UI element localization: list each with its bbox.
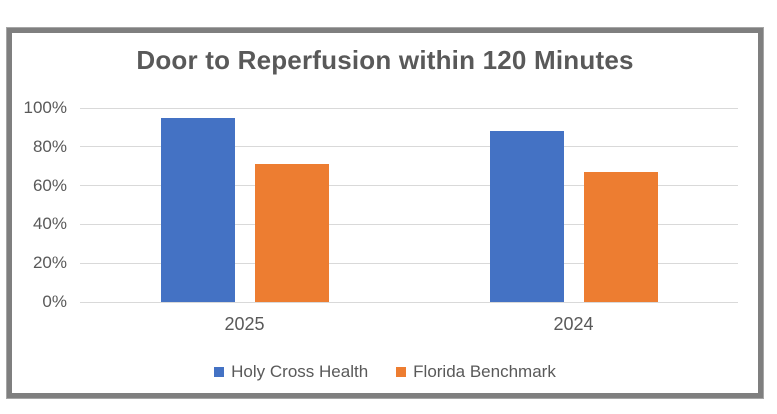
bar-holy-cross-health-2025 [160, 117, 235, 302]
bar-holy-cross-health-2024 [489, 131, 564, 302]
y-tick-label-0: 0% [42, 292, 67, 311]
y-tick-label-40: 40% [32, 214, 67, 234]
gridline-100 [80, 107, 738, 109]
gridline-80 [80, 146, 738, 148]
chart-title: Door to Reperfusion within 120 Minutes [136, 45, 634, 75]
legend-item-florida-benchmark: Florida Benchmark [396, 362, 556, 382]
y-tick-label-100: 100% [23, 98, 67, 117]
plot-area [80, 107, 738, 303]
gridline-20 [80, 262, 738, 264]
legend-item-holy-cross-health: Holy Cross Health [214, 362, 368, 382]
gridline-40 [80, 223, 738, 225]
y-tick-label-20: 20% [32, 253, 67, 273]
y-tick-label-80: 80% [32, 136, 67, 156]
legend: Holy Cross Health Florida Benchmark [12, 362, 758, 382]
bar-florida-benchmark-2025 [254, 164, 329, 302]
y-tick-label-60: 60% [32, 175, 67, 195]
gridline-60 [80, 185, 738, 187]
x-category-label-2024: 2024 [553, 314, 594, 334]
bar-florida-benchmark-2024 [583, 172, 658, 302]
x-category-label-2025: 2025 [224, 314, 265, 334]
legend-label: Holy Cross Health [231, 362, 369, 381]
chart-frame: Door to Reperfusion within 120 Minutes 0… [7, 28, 763, 398]
legend-swatch-icon [214, 367, 225, 377]
gridline-0 [80, 301, 738, 303]
legend-label: Florida Benchmark [413, 362, 556, 381]
legend-swatch-icon [396, 367, 407, 377]
